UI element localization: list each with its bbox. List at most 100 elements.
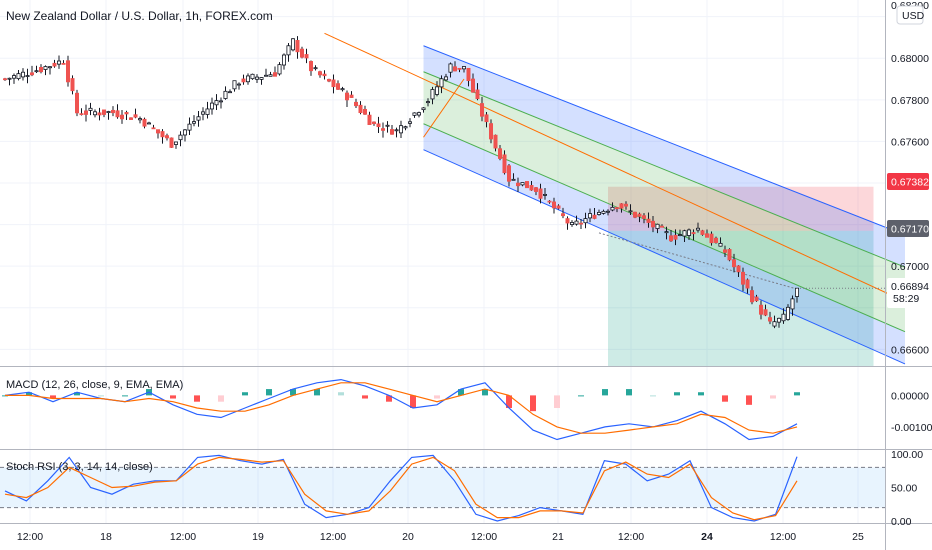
macd-histogram-bar[interactable] [674,392,680,396]
candle-body-up[interactable] [281,54,286,66]
candle-body-up[interactable] [588,213,593,219]
candle-body-up[interactable] [106,111,111,114]
macd-histogram-bar[interactable] [650,395,656,397]
macd-histogram-bar[interactable] [530,395,536,412]
macd-histogram-bar[interactable] [410,395,416,408]
stop-zone[interactable] [608,230,874,366]
channel-lower-band[interactable] [423,123,906,364]
candle-body-up[interactable] [781,313,786,322]
candle-body-up[interactable] [254,76,259,80]
candle-body-down[interactable] [745,279,750,289]
channel-middle-band[interactable] [423,71,906,332]
stoch-rsi-pane[interactable] [0,454,885,522]
candle-body-up[interactable] [178,134,183,141]
candle-body-down[interactable] [111,109,116,114]
macd-histogram-bar[interactable] [362,395,368,399]
candle-body-up[interactable] [394,129,399,132]
macd-histogram-bar[interactable] [98,395,104,397]
candle-body-down[interactable] [714,237,719,243]
candle-body-down[interactable] [155,129,160,134]
candle-body-down[interactable] [556,205,561,209]
candle-body-down[interactable] [70,78,75,92]
candle-body-up[interactable] [434,86,439,95]
macd-histogram-bar[interactable] [698,392,704,396]
candle-body-down[interactable] [700,230,705,235]
macd-histogram-bar[interactable] [602,389,608,396]
candle-body-down[interactable] [160,131,165,138]
candle-body-up[interactable] [250,73,255,80]
candle-body-down[interactable] [741,271,746,285]
macd-histogram-bar[interactable] [770,395,776,399]
macd-histogram-bar[interactable] [794,392,800,396]
candle-body-up[interactable] [218,100,223,103]
candle-body-up[interactable] [443,76,448,81]
candle-body-up[interactable] [543,193,548,196]
candle-body-down[interactable] [691,232,696,235]
candle-body-down[interactable] [615,207,620,210]
candle-body-down[interactable] [322,73,327,77]
price-pane[interactable] [3,32,906,366]
macd-histogram-bar[interactable] [434,395,440,399]
candle-body-down[interactable] [736,265,741,273]
candle-body-down[interactable] [120,114,125,120]
candle-body-up[interactable] [263,74,268,77]
candle-body-down[interactable] [128,117,133,120]
candle-body-down[interactable] [317,71,322,76]
channel-lower-line[interactable] [423,149,906,365]
macd-histogram-bar[interactable] [722,395,728,402]
candle-body-down[interactable] [475,89,480,99]
candle-body-down[interactable] [115,110,120,118]
candle-body-down[interactable] [750,290,755,303]
candle-body-up[interactable] [687,229,692,236]
candle-body-down[interactable] [633,211,638,218]
trendline-connector[interactable] [423,78,465,138]
candle-body-down[interactable] [272,72,277,77]
candle-body-up[interactable] [137,118,142,121]
candles[interactable] [3,36,800,329]
candle-body-down[interactable] [371,121,376,125]
candle-body-down[interactable] [529,185,534,191]
candle-body-up[interactable] [583,218,588,224]
macd-histogram-bar[interactable] [266,389,272,396]
candle-body-up[interactable] [214,100,219,106]
candle-body-up[interactable] [25,75,30,77]
candle-body-up[interactable] [574,220,579,225]
candle-body-up[interactable] [286,45,291,56]
candle-body-up[interactable] [48,66,53,69]
candle-body-up[interactable] [209,102,214,110]
stoch-k-line[interactable] [4,454,798,522]
stoch-d-line[interactable] [4,456,798,521]
candle-body-down[interactable] [295,40,300,53]
candle-body-up[interactable] [191,121,196,124]
candle-body-up[interactable] [655,223,660,229]
candle-body-up[interactable] [461,66,466,70]
candle-body-up[interactable] [173,141,178,145]
candle-body-up[interactable] [520,182,525,186]
candle-body-up[interactable] [268,74,273,77]
candle-body-up[interactable] [146,122,151,125]
candle-body-up[interactable] [7,77,12,80]
candle-body-down[interactable] [326,78,331,82]
candle-body-down[interactable] [637,213,642,217]
candle-body-down[interactable] [52,62,57,67]
macd-line[interactable] [4,378,798,441]
candle-body-down[interactable] [705,233,710,238]
candle-body-up[interactable] [570,222,575,225]
candle-body-down[interactable] [660,225,665,228]
candle-body-down[interactable] [84,110,89,115]
candle-body-down[interactable] [547,200,552,203]
candle-body-down[interactable] [308,61,313,72]
channel-upper-band[interactable] [423,45,906,268]
candle-body-down[interactable] [241,78,246,83]
candle-body-up[interactable] [385,124,390,127]
candle-body-up[interactable] [93,111,98,116]
candle-body-up[interactable] [421,107,426,111]
candle-body-up[interactable] [57,60,62,65]
candle-body-up[interactable] [340,88,345,91]
candle-body-up[interactable] [182,129,187,136]
candle-body-up[interactable] [277,64,282,75]
candle-body-down[interactable] [538,188,543,199]
candle-body-down[interactable] [75,92,80,114]
candle-body-down[interactable] [61,63,66,65]
candle-body-down[interactable] [344,92,349,101]
